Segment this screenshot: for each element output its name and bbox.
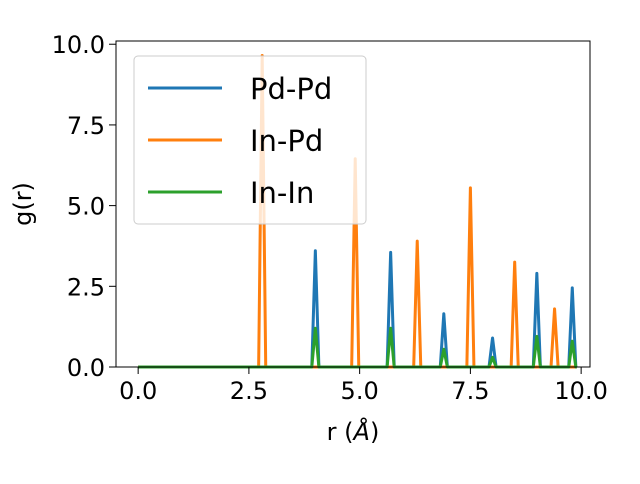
x-tick-label: 2.5 (230, 377, 268, 405)
x-tick-label: 0.0 (119, 377, 157, 405)
legend: Pd-Pd In-Pd In-In (133, 55, 367, 225)
y-axis-label: g(r) (9, 182, 37, 226)
x-axis-label-prefix: r ( (327, 418, 354, 446)
y-tick-label: 0.0 (67, 354, 105, 382)
y-tick-label: 5.0 (67, 193, 105, 221)
x-axis-label-unit: Å (352, 417, 370, 446)
y-axis-ticks: 0.0 2.5 5.0 7.5 10.0 (52, 31, 116, 382)
x-tick-label: 10.0 (554, 377, 607, 405)
y-tick-label: 7.5 (67, 112, 105, 140)
legend-box (133, 55, 367, 225)
y-tick-label: 2.5 (67, 273, 105, 301)
x-tick-label: 7.5 (451, 377, 489, 405)
legend-label-in-pd: In-Pd (250, 124, 323, 158)
x-tick-label: 5.0 (341, 377, 379, 405)
y-tick-label: 10.0 (52, 31, 105, 59)
legend-label-pd-pd: Pd-Pd (250, 72, 332, 106)
x-axis-label-suffix: ) (370, 418, 379, 446)
legend-label-in-in: In-In (250, 176, 314, 210)
x-axis-label: r (Å) (327, 417, 380, 446)
plot-frame (115, 40, 591, 368)
x-axis-ticks: 0.0 2.5 5.0 7.5 10.0 (119, 367, 608, 405)
